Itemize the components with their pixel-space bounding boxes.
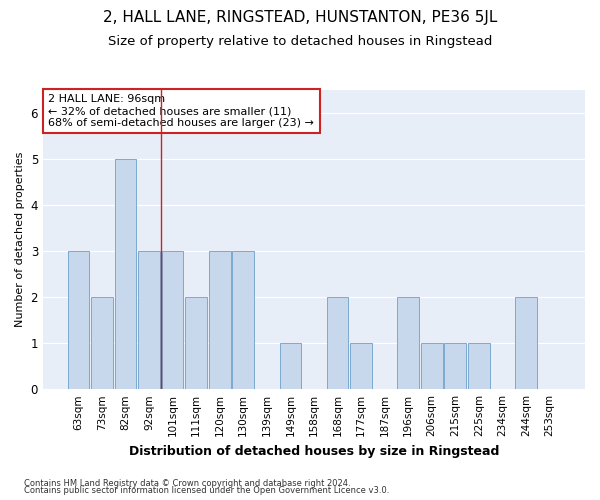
- Bar: [468, 343, 490, 389]
- Bar: [445, 343, 466, 389]
- Text: Contains public sector information licensed under the Open Government Licence v3: Contains public sector information licen…: [24, 486, 389, 495]
- Bar: [91, 297, 113, 389]
- Bar: [515, 297, 537, 389]
- X-axis label: Distribution of detached houses by size in Ringstead: Distribution of detached houses by size …: [129, 444, 499, 458]
- Bar: [115, 159, 136, 389]
- Bar: [209, 251, 230, 389]
- Y-axis label: Number of detached properties: Number of detached properties: [15, 152, 25, 328]
- Text: 2, HALL LANE, RINGSTEAD, HUNSTANTON, PE36 5JL: 2, HALL LANE, RINGSTEAD, HUNSTANTON, PE3…: [103, 10, 497, 25]
- Text: 2 HALL LANE: 96sqm
← 32% of detached houses are smaller (11)
68% of semi-detache: 2 HALL LANE: 96sqm ← 32% of detached hou…: [49, 94, 314, 128]
- Bar: [185, 297, 207, 389]
- Bar: [350, 343, 372, 389]
- Bar: [326, 297, 349, 389]
- Bar: [421, 343, 443, 389]
- Text: Size of property relative to detached houses in Ringstead: Size of property relative to detached ho…: [108, 35, 492, 48]
- Text: Contains HM Land Registry data © Crown copyright and database right 2024.: Contains HM Land Registry data © Crown c…: [24, 478, 350, 488]
- Bar: [280, 343, 301, 389]
- Bar: [162, 251, 184, 389]
- Bar: [232, 251, 254, 389]
- Bar: [68, 251, 89, 389]
- Bar: [138, 251, 160, 389]
- Bar: [397, 297, 419, 389]
